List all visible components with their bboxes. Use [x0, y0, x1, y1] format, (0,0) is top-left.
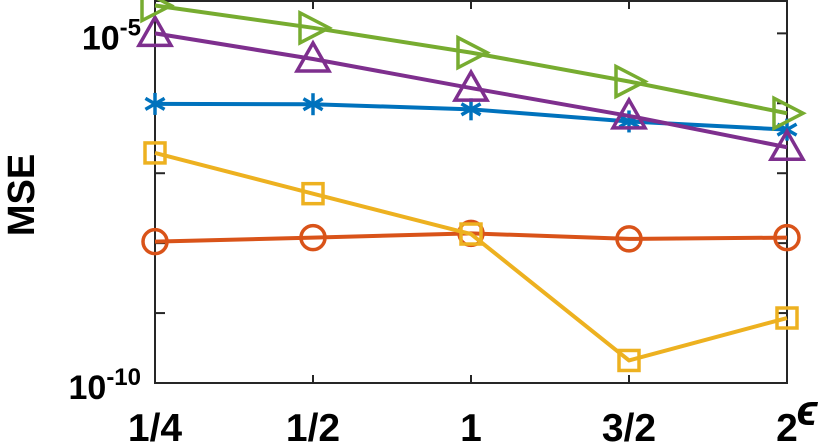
marker-circle — [141, 227, 169, 256]
x-tick-label: 1/4 — [128, 407, 183, 446]
series-line-triangle-up — [154, 31, 788, 150]
marker-triangle-right — [298, 9, 333, 46]
marker-triangle-up — [135, 13, 175, 48]
axes — [154, 0, 788, 384]
marker-triangle-up — [451, 68, 491, 102]
x-tick-label: 3/2 — [602, 407, 656, 446]
marker-triangle-right — [140, 0, 175, 24]
y-tick-exponent: -10 — [106, 364, 141, 391]
marker-asterisk-stroke — [144, 96, 166, 111]
series-square — [143, 141, 799, 373]
marker-triangle-up — [293, 39, 333, 73]
marker-circle — [299, 223, 327, 252]
series-layer — [135, 0, 807, 373]
marker-asterisk — [302, 93, 324, 116]
marker-square — [617, 348, 641, 373]
y-axis-title: MSE — [1, 154, 43, 236]
x-tick-label: 2 — [776, 407, 798, 446]
marker-circle — [615, 225, 643, 253]
x-axis-title: ϵ — [796, 386, 818, 435]
marker-asterisk — [460, 98, 482, 121]
series-circle — [141, 219, 801, 256]
y-tick-exponent: -5 — [120, 14, 141, 41]
series-line-triangle-right — [154, 3, 788, 116]
y-tick-base: 10 — [82, 19, 120, 57]
y-tick-label: 10-10 — [68, 364, 141, 407]
x-tick-label: 1 — [460, 407, 482, 446]
marker-square — [459, 222, 483, 246]
series-triangle-up — [135, 13, 807, 162]
marker-square — [775, 306, 799, 330]
marker-asterisk — [144, 92, 166, 115]
marker-circle — [773, 223, 801, 252]
y-tick-label: 10-5 — [82, 14, 141, 57]
marker-triangle-up — [767, 127, 807, 162]
marker-triangle-right — [772, 95, 807, 132]
x-tick-label: 1/2 — [286, 407, 340, 446]
marker-asterisk-stroke — [302, 97, 324, 112]
marker-asterisk-stroke — [460, 102, 482, 117]
y-tick-base: 10 — [68, 369, 106, 407]
series-triangle-right — [140, 0, 807, 132]
marker-square — [301, 181, 325, 206]
marker-triangle-up — [609, 96, 649, 130]
marker-triangle-right — [456, 34, 491, 71]
marker-triangle-right — [614, 63, 649, 100]
series-line-square — [154, 151, 788, 363]
marker-square — [143, 141, 167, 165]
plot-frame — [154, 0, 788, 384]
